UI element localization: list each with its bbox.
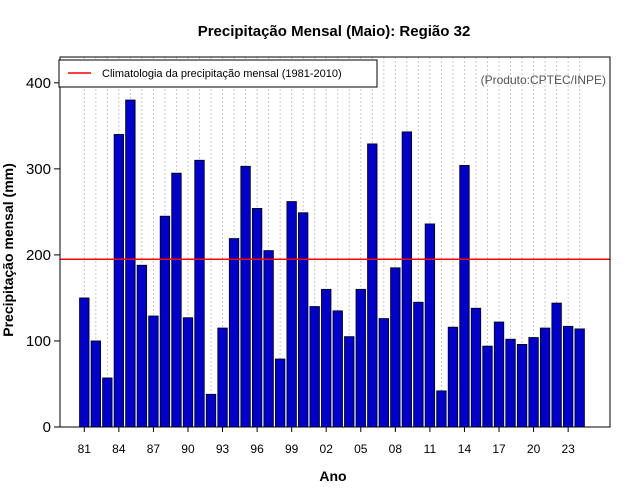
chart-title: Precipitação Mensal (Maio): Região 32 bbox=[198, 23, 471, 40]
bar bbox=[447, 326, 459, 428]
bar bbox=[355, 288, 366, 428]
bar bbox=[148, 315, 159, 428]
y-tick-label: 100 bbox=[26, 333, 51, 350]
bar bbox=[539, 327, 551, 428]
x-tick-label: 20 bbox=[527, 442, 541, 456]
bar bbox=[332, 310, 343, 428]
bar bbox=[482, 345, 493, 428]
bar bbox=[516, 343, 528, 428]
bar bbox=[274, 358, 286, 428]
bar bbox=[401, 131, 413, 428]
x-tick-label: 08 bbox=[389, 442, 403, 456]
x-axis: 81 84 87 90 93 96 99 02 05 08 11 14 17 20 23 bbox=[78, 427, 575, 456]
bar bbox=[470, 307, 482, 428]
bar bbox=[102, 377, 113, 428]
bar bbox=[424, 223, 436, 428]
bar bbox=[321, 288, 332, 428]
x-tick-label: 11 bbox=[424, 442, 437, 456]
bar bbox=[344, 336, 355, 428]
legend: Climatologia da precipitação mensal (198… bbox=[58, 59, 378, 88]
bar bbox=[125, 99, 136, 428]
bar bbox=[79, 297, 90, 428]
bar bbox=[113, 134, 125, 428]
bar bbox=[136, 264, 148, 428]
bar bbox=[228, 238, 240, 428]
legend-box bbox=[58, 59, 378, 88]
bar bbox=[459, 165, 470, 428]
bar bbox=[309, 306, 320, 428]
x-tick-label: 17 bbox=[492, 442, 506, 456]
x-tick-label: 90 bbox=[181, 442, 195, 456]
y-axis: 0 100 200 300 400 bbox=[26, 75, 60, 436]
bar bbox=[378, 318, 389, 428]
x-tick-label: 14 bbox=[458, 442, 472, 456]
bar bbox=[90, 340, 101, 428]
bar bbox=[263, 250, 274, 428]
plot-frame bbox=[59, 56, 611, 428]
y-tick-label: 400 bbox=[26, 75, 51, 92]
y-tick-label: 200 bbox=[26, 247, 51, 264]
x-tick-label: 96 bbox=[250, 442, 264, 456]
x-tick-label: 99 bbox=[285, 442, 299, 456]
y-tick-label: 300 bbox=[26, 161, 51, 178]
x-tick-label: 87 bbox=[147, 442, 161, 456]
bar bbox=[574, 328, 585, 428]
x-tick-label: 84 bbox=[112, 442, 126, 456]
x-tick-label: 81 bbox=[78, 442, 92, 456]
y-tick-label: 0 bbox=[43, 419, 51, 436]
bar bbox=[194, 159, 205, 428]
legend-label: Climatologia da precipitação mensal (198… bbox=[102, 68, 342, 80]
bar bbox=[390, 267, 401, 428]
bars bbox=[79, 99, 585, 428]
bar bbox=[251, 208, 263, 428]
x-tick-label: 05 bbox=[354, 442, 368, 456]
x-tick-label: 02 bbox=[320, 442, 334, 456]
bar bbox=[505, 338, 516, 428]
bar bbox=[217, 327, 228, 428]
bar bbox=[286, 201, 297, 428]
bar bbox=[205, 393, 217, 428]
bar bbox=[562, 325, 574, 428]
x-axis-label: Ano bbox=[319, 468, 346, 484]
bar bbox=[436, 390, 447, 428]
x-tick-label: 23 bbox=[561, 442, 575, 456]
bar bbox=[551, 302, 562, 428]
y-axis-label: Precipitação mensal (mm) bbox=[0, 163, 16, 337]
bar bbox=[240, 165, 251, 428]
bar bbox=[367, 143, 378, 428]
grid bbox=[83, 57, 581, 427]
bar bbox=[528, 337, 539, 428]
x-tick-label: 93 bbox=[216, 442, 230, 456]
bar bbox=[182, 317, 194, 428]
bar bbox=[298, 212, 309, 428]
bar bbox=[159, 215, 171, 428]
credit-text: (Produto:CPTEC/INPE) bbox=[481, 73, 606, 87]
bar bbox=[413, 301, 424, 428]
bar bbox=[493, 321, 505, 428]
bar bbox=[171, 172, 182, 428]
